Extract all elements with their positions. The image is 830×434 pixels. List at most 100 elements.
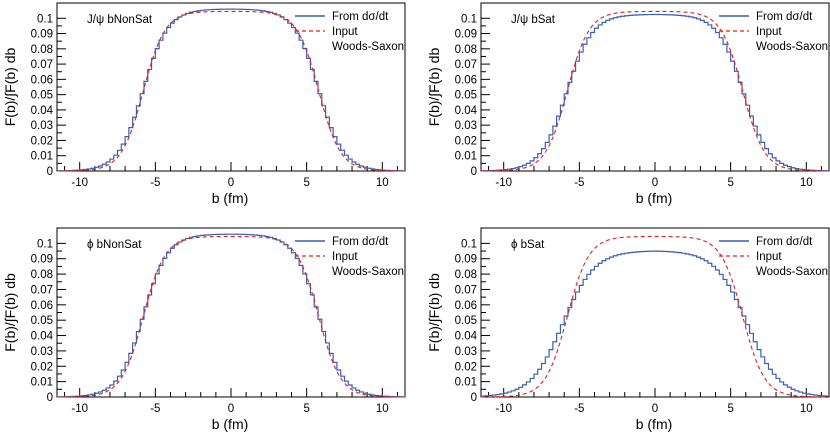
y-tick-label: 0.1: [461, 13, 477, 25]
y-tick-label: 0.02: [455, 361, 477, 373]
x-axis-title: b (fm): [636, 190, 673, 206]
legend-entry-woods-saxon: Woods-Saxon: [756, 41, 828, 53]
input-woods-saxon-series: [481, 10, 829, 172]
legend-entry-input: Input: [332, 26, 358, 38]
y-tick-label: 0.03: [455, 120, 477, 132]
x-tick-label: 5: [727, 403, 733, 415]
x-tick-label: 0: [228, 177, 234, 189]
y-tick-label: 0.09: [455, 254, 477, 266]
y-tick-label: 0.08: [31, 44, 53, 56]
y-tick-label: 0.1: [37, 238, 53, 250]
x-tick-label: -10: [71, 403, 88, 415]
y-tick-label: 0.08: [455, 44, 477, 56]
x-tick-label: -5: [150, 177, 160, 189]
y-tick-label: 0.07: [455, 284, 477, 296]
y-tick-label: 0.02: [31, 135, 53, 147]
x-tick-label: 0: [652, 177, 658, 189]
histogram-series: [57, 8, 405, 172]
y-tick-label: 0.03: [31, 346, 53, 358]
panel-label: J/ψ bSat: [511, 14, 556, 26]
legend-entry-woods-saxon: Woods-Saxon: [332, 266, 404, 278]
y-tick-label: 0.02: [31, 361, 53, 373]
legend-entry-input: Input: [756, 26, 782, 38]
legend-entry-from-dsigma-dt: From dσ/dt: [332, 11, 389, 23]
panel-label: J/ψ bNonSat: [87, 14, 153, 26]
legend-entry-input: Input: [756, 251, 782, 263]
histogram-series: [57, 233, 405, 398]
y-tick-label: 0.01: [31, 151, 53, 163]
x-axis-title: b (fm): [212, 416, 249, 432]
y-axis-title: F(b)/∫F(b) db: [426, 48, 442, 127]
panel-label: ϕ bSat: [511, 239, 545, 251]
y-tick-label: 0.02: [455, 135, 477, 147]
x-tick-label: -5: [150, 403, 160, 415]
y-tick-label: 0: [47, 166, 53, 178]
y-tick-label: 0.01: [455, 377, 477, 389]
legend-entry-woods-saxon: Woods-Saxon: [756, 266, 828, 278]
y-tick-label: 0.04: [455, 105, 478, 117]
input-woods-saxon-series: [57, 10, 405, 172]
y-tick-label: 0: [47, 392, 53, 404]
legend: From dσ/dt Input Woods-Saxon: [295, 11, 404, 53]
x-axis-title: b (fm): [212, 190, 249, 206]
legend: From dσ/dt Input Woods-Saxon: [295, 236, 404, 278]
x-axis-title: b (fm): [636, 416, 673, 432]
panel-label: ϕ bNonSat: [87, 239, 142, 251]
y-tick-label: 0.03: [31, 120, 53, 132]
y-tick-label: 0.09: [31, 254, 53, 266]
chart-panel-2: 0 0.01 0.02 0.03 0.04 0.05 0.06 0.07 0.08 0.09 0.1…: [426, 2, 830, 206]
chart-panel-3: 0 0.01 0.02 0.03 0.04 0.05 0.06 0.07 0.08 0.09 0.1…: [2, 227, 406, 432]
y-tick-label: 0.08: [455, 269, 477, 281]
x-tick-label: 10: [800, 177, 813, 189]
x-tick-label: 5: [303, 403, 309, 415]
legend-entry-from-dsigma-dt: From dσ/dt: [756, 11, 813, 23]
x-tick-label: 0: [228, 403, 234, 415]
x-tick-label: -10: [495, 403, 512, 415]
input-woods-saxon-series: [57, 235, 405, 398]
y-tick-label: 0.05: [31, 90, 53, 102]
legend-entry-from-dsigma-dt: From dσ/dt: [332, 236, 389, 248]
histogram-series: [481, 13, 829, 172]
chart-panel-4: 0 0.01 0.02 0.03 0.04 0.05 0.06 0.07 0.08 0.09 0.1…: [426, 227, 830, 432]
x-tick-label: 0: [652, 403, 658, 415]
x-tick-label: -10: [71, 177, 88, 189]
y-tick-label: 0.09: [31, 29, 53, 41]
y-tick-label: 0.07: [31, 284, 53, 296]
chart-panel-1: 0 0.01 0.02 0.03 0.04 0.05 0.06 0.07 0.08 0.09 0.1…: [2, 2, 406, 206]
x-tick-label: 10: [376, 403, 389, 415]
y-tick-label: 0: [471, 392, 477, 404]
legend: From dσ/dt Input Woods-Saxon: [719, 11, 828, 53]
y-tick-label: 0.05: [31, 315, 53, 327]
y-tick-label: 0.07: [31, 59, 53, 71]
x-tick-label: 5: [303, 177, 309, 189]
y-axis-title: F(b)/∫F(b) db: [2, 48, 18, 127]
y-tick-label: 0.1: [461, 238, 477, 250]
y-tick-label: 0.01: [455, 151, 477, 163]
y-tick-label: 0.06: [455, 300, 477, 312]
y-tick-label: 0.04: [455, 331, 478, 343]
input-woods-saxon-series: [481, 235, 829, 398]
x-tick-label: -5: [574, 403, 584, 415]
x-tick-label: 10: [376, 177, 389, 189]
x-tick-label: -10: [495, 177, 512, 189]
y-tick-label: 0.04: [31, 331, 54, 343]
y-axis-title: F(b)/∫F(b) db: [426, 273, 442, 352]
legend-entry-from-dsigma-dt: From dσ/dt: [756, 236, 813, 248]
x-tick-label: 5: [727, 177, 733, 189]
y-tick-label: 0.05: [455, 315, 477, 327]
y-tick-label: 0.06: [31, 300, 53, 312]
x-tick-label: 10: [800, 403, 813, 415]
x-tick-label: -5: [574, 177, 584, 189]
y-tick-label: 0: [471, 166, 477, 178]
legend: From dσ/dt Input Woods-Saxon: [719, 236, 828, 278]
legend-entry-input: Input: [332, 251, 358, 263]
histogram-series: [481, 250, 829, 397]
y-tick-label: 0.03: [455, 346, 477, 358]
y-tick-label: 0.06: [31, 74, 53, 86]
y-tick-label: 0.05: [455, 90, 477, 102]
y-tick-label: 0.06: [455, 74, 477, 86]
y-axis-title: F(b)/∫F(b) db: [2, 273, 18, 352]
y-tick-label: 0.08: [31, 269, 53, 281]
legend-entry-woods-saxon: Woods-Saxon: [332, 41, 404, 53]
